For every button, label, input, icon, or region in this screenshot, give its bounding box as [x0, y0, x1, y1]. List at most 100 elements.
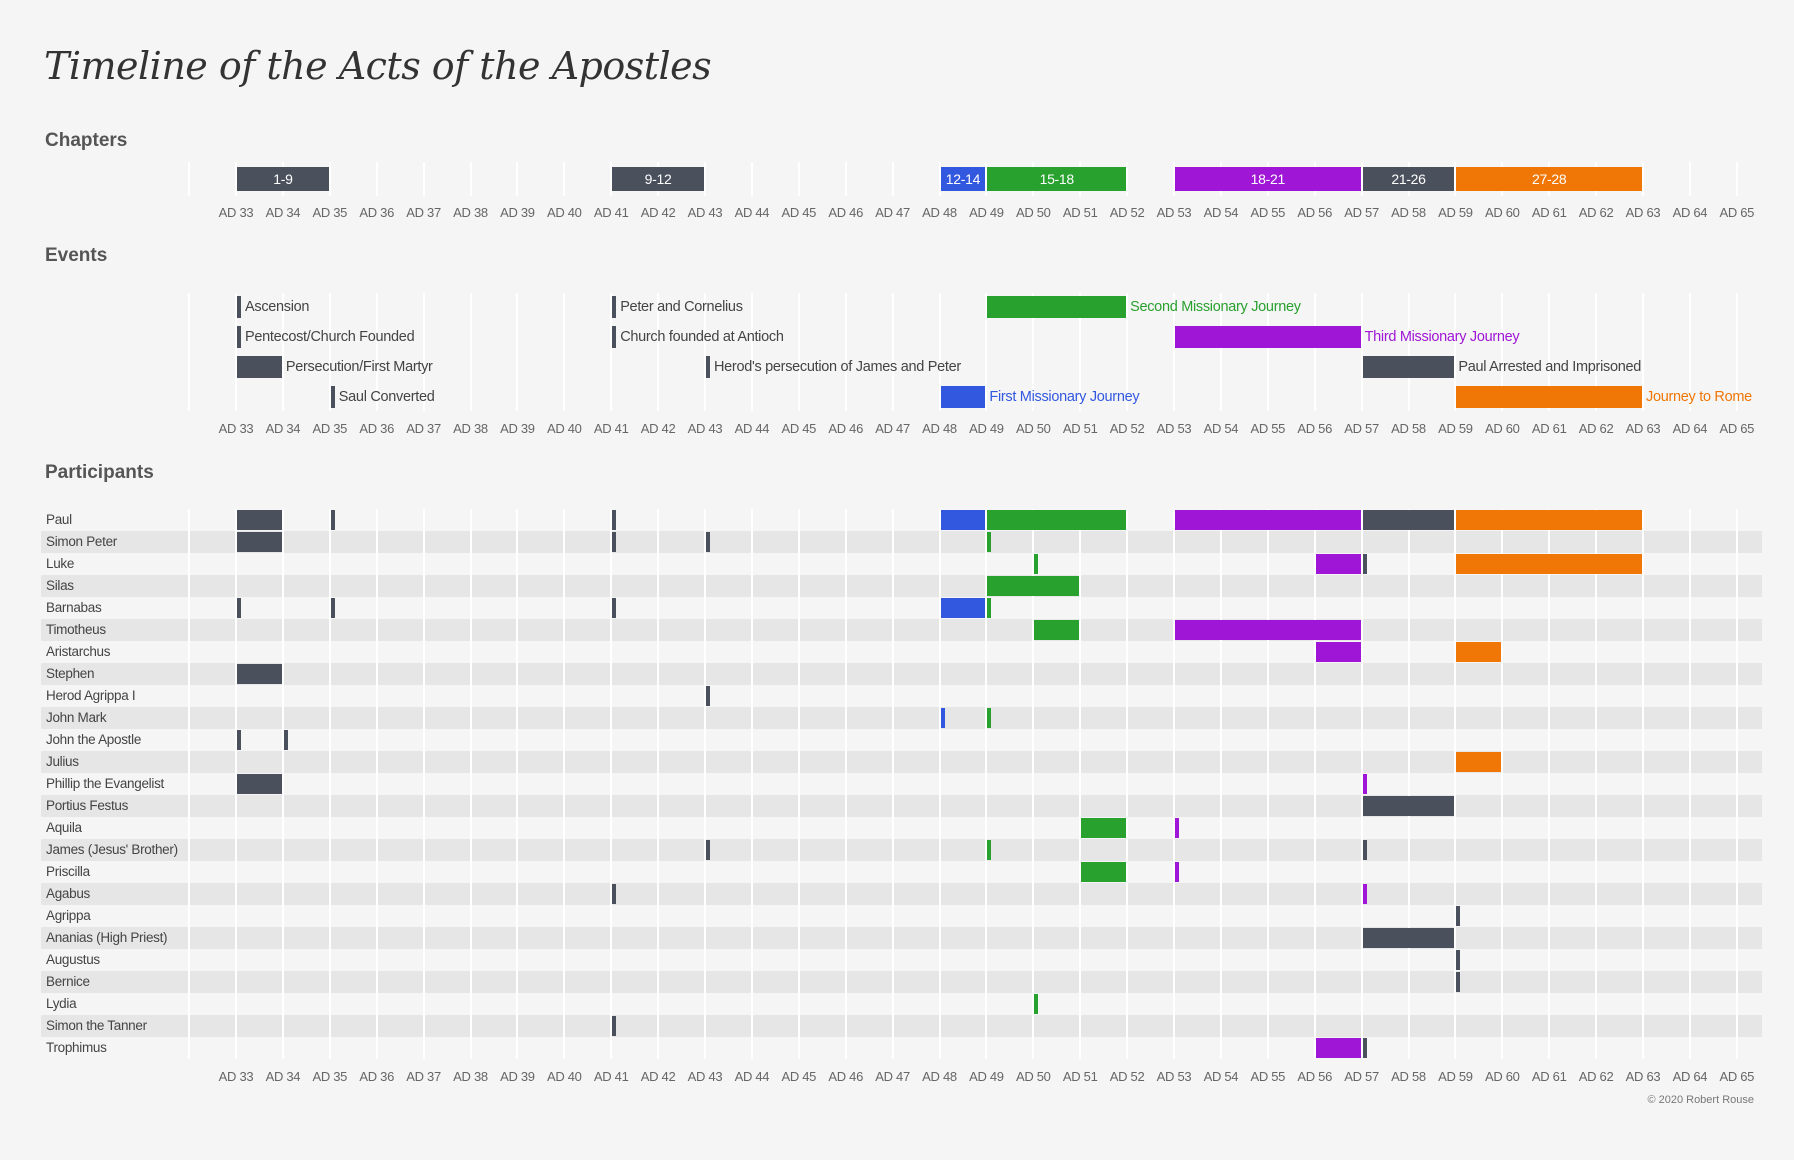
grid-line	[1079, 509, 1082, 1059]
participant-bar	[1456, 510, 1642, 530]
events-heading: Events	[45, 245, 108, 266]
participant-label: Julius	[46, 754, 79, 769]
x-tick-label: AD 40	[546, 421, 582, 436]
row-band	[41, 1037, 1762, 1059]
x-tick-label: AD 33	[218, 1069, 254, 1084]
participant-label: Timotheus	[46, 622, 106, 637]
grid-line	[891, 162, 894, 196]
participant-label: Stephen	[46, 666, 95, 681]
participant-bar	[1456, 752, 1502, 772]
event-label: Ascension	[245, 299, 310, 315]
x-tick-label: AD 54	[1203, 421, 1239, 436]
x-tick-label: AD 56	[1297, 205, 1333, 220]
participant-bar	[940, 708, 945, 728]
x-tick-label: AD 60	[1484, 1069, 1520, 1084]
x-tick-label: AD 54	[1203, 1069, 1239, 1084]
participant-bar	[987, 708, 992, 728]
event-bar	[940, 386, 986, 408]
participant-bar	[1456, 950, 1461, 970]
x-tick-label: AD 61	[1531, 205, 1567, 220]
participant-bar	[237, 664, 282, 684]
grid-line	[750, 509, 753, 1059]
participant-bar	[987, 532, 992, 552]
participant-bar	[706, 532, 710, 552]
x-tick-label: AD 38	[453, 421, 488, 436]
participant-bar	[706, 686, 710, 706]
grid-line	[704, 162, 706, 196]
x-tick-label: AD 35	[312, 205, 348, 220]
grid-line	[1032, 293, 1035, 411]
participant-label: Bernice	[46, 974, 90, 989]
participant-label: John Mark	[46, 710, 107, 725]
grid-line	[797, 162, 800, 196]
participant-bar	[1175, 862, 1179, 882]
event-bar	[1456, 386, 1642, 408]
x-tick-label: AD 63	[1625, 1069, 1661, 1084]
grid-line	[1688, 162, 1691, 196]
participant-bar	[237, 730, 241, 750]
participant-bar	[1456, 642, 1502, 662]
chapter-label: 21-26	[1391, 171, 1426, 187]
x-tick-label: AD 60	[1484, 421, 1520, 436]
x-tick-label: AD 52	[1109, 205, 1145, 220]
participant-bar	[987, 576, 1080, 596]
grid-line	[657, 509, 660, 1059]
x-tick-label: AD 59	[1438, 205, 1473, 220]
grid-line	[1454, 162, 1457, 196]
row-band	[41, 773, 1762, 795]
x-tick-label: AD 46	[828, 205, 864, 220]
grid-line	[1173, 293, 1175, 411]
participant-bar	[1362, 928, 1455, 948]
grid-line	[1735, 162, 1738, 196]
participant-label: Aristarchus	[46, 644, 111, 659]
participant-bar	[1362, 796, 1455, 816]
row-band	[41, 663, 1762, 685]
grid-line	[1360, 162, 1363, 196]
row-band	[41, 949, 1762, 971]
x-tick-label: AD 38	[453, 1069, 488, 1084]
grid-line	[1313, 293, 1316, 411]
row-band	[41, 1015, 1762, 1037]
x-tick-label: AD 46	[828, 1069, 864, 1084]
event-bar	[330, 386, 335, 408]
x-tick-label: AD 42	[640, 1069, 676, 1084]
x-tick-label: AD 49	[969, 205, 1004, 220]
row-band	[41, 927, 1762, 949]
x-tick-label: AD 59	[1438, 1069, 1473, 1084]
grid-line	[235, 509, 237, 1059]
x-tick-label: AD 53	[1156, 205, 1192, 220]
participant-bar	[1456, 906, 1461, 926]
x-tick-label: AD 61	[1531, 421, 1567, 436]
grid-line	[469, 509, 472, 1059]
x-tick-label: AD 42	[640, 205, 676, 220]
participant-label: James (Jesus' Brother)	[46, 842, 178, 857]
row-band	[41, 883, 1762, 905]
x-tick-label: AD 55	[1250, 1069, 1286, 1084]
grid-line	[328, 293, 331, 411]
grid-line	[704, 293, 706, 411]
participant-bar	[1315, 642, 1361, 662]
event-label: First Missionary Journey	[989, 389, 1140, 405]
participant-label: Silas	[46, 578, 74, 593]
x-tick-label: AD 62	[1578, 205, 1614, 220]
grid-line	[1595, 509, 1598, 1059]
grid-line	[844, 293, 847, 411]
grid-line	[281, 293, 284, 411]
grid-line	[328, 162, 331, 196]
grid-line	[1688, 509, 1691, 1059]
x-tick-label: AD 40	[546, 1069, 582, 1084]
x-tick-label: AD 43	[687, 1069, 723, 1084]
grid-line	[281, 509, 284, 1059]
x-tick-label: AD 61	[1531, 1069, 1567, 1084]
grid-line	[422, 293, 425, 411]
grid-line	[1642, 509, 1644, 1059]
participant-label: Phillip the Evangelist	[46, 776, 164, 791]
copyright: © 2020 Robert Rouse	[1647, 1094, 1754, 1106]
grid-line	[1548, 509, 1551, 1059]
participant-bar	[283, 730, 288, 750]
grid-line	[797, 509, 800, 1059]
chapter-bar	[940, 167, 986, 191]
x-tick-label: AD 65	[1719, 421, 1755, 436]
participant-bar	[940, 598, 986, 618]
event-bar	[612, 326, 617, 348]
